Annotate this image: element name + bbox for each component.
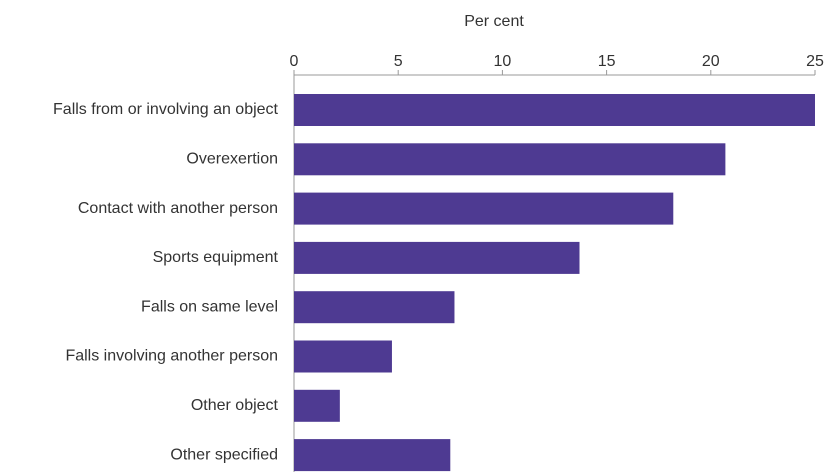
- bar: [294, 439, 451, 472]
- y-tick-label: Contact with another person: [78, 200, 278, 217]
- x-tick-label: 10: [494, 53, 512, 70]
- axis-title: Per cent: [464, 13, 524, 30]
- y-tick-label: Sports equipment: [153, 249, 279, 266]
- y-tick-label: Falls involving another person: [65, 348, 278, 365]
- x-tick-label: 25: [806, 53, 824, 70]
- bar: [294, 291, 455, 324]
- x-tick-label: 5: [394, 53, 403, 70]
- y-tick-label: Overexertion: [186, 151, 278, 168]
- x-tick-label: 20: [702, 53, 720, 70]
- bar: [294, 340, 392, 373]
- y-tick-label: Other object: [191, 397, 279, 414]
- y-tick-label: Falls from or involving an object: [53, 101, 279, 118]
- bar: [294, 143, 726, 176]
- bar: [294, 241, 580, 274]
- bar: [294, 389, 340, 422]
- bar: [294, 94, 815, 126]
- x-tick-label: 0: [290, 53, 299, 70]
- x-tick-label: 15: [598, 53, 616, 70]
- bar: [294, 192, 674, 225]
- y-tick-label: Falls on same level: [141, 298, 278, 315]
- y-tick-label: Other specified: [170, 446, 278, 463]
